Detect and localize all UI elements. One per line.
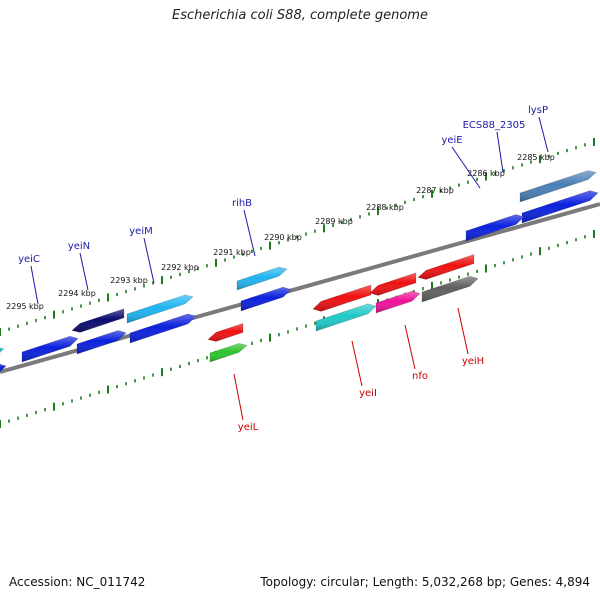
label-lysP: lysP bbox=[528, 105, 549, 153]
scale-label: 2285 kbp bbox=[517, 153, 555, 162]
svg-text:nfo: nfo bbox=[412, 371, 428, 382]
label-nfo: nfo bbox=[404, 324, 428, 382]
scale-label: 2289 kbp bbox=[315, 217, 353, 226]
gene-unlabeled bbox=[421, 275, 479, 303]
scale-label: 2292 kbp bbox=[161, 263, 199, 272]
gene-unlabeled bbox=[0, 362, 7, 374]
label-yeiI: yeiI bbox=[351, 340, 377, 399]
gene-unlabeled bbox=[369, 272, 417, 296]
gene-yeiM bbox=[126, 294, 194, 324]
scale-label: 2288 kbp bbox=[366, 203, 404, 212]
scale-label: 2286 kbp bbox=[467, 169, 505, 178]
svg-text:ECS88_2305: ECS88_2305 bbox=[463, 120, 526, 131]
scale-ticks bbox=[0, 137, 595, 428]
label-yeiL: yeiL bbox=[233, 373, 259, 433]
gene-yeiE bbox=[465, 214, 525, 242]
svg-text:yeiC: yeiC bbox=[18, 254, 40, 265]
scale-label: 2295 kbp bbox=[6, 302, 44, 311]
svg-text:yeiN: yeiN bbox=[68, 241, 90, 252]
gene-features bbox=[0, 170, 599, 374]
gene-unlabeled bbox=[312, 284, 372, 312]
gene-unlabeled bbox=[76, 330, 127, 355]
svg-text:rihB: rihB bbox=[232, 198, 252, 209]
gene-yeiC bbox=[21, 335, 79, 363]
gene-yeiI bbox=[315, 303, 377, 332]
gene-yeiL bbox=[207, 322, 244, 342]
svg-text:yeiI: yeiI bbox=[359, 388, 377, 399]
label-rihB: rihB bbox=[232, 198, 256, 257]
scale-label: 2293 kbp bbox=[110, 276, 148, 285]
gene-unlabeled bbox=[240, 286, 292, 312]
scale-label: 2291 kbp bbox=[213, 248, 251, 257]
scale-label: 2290 kbp bbox=[264, 233, 302, 242]
gene-yeiH bbox=[417, 254, 475, 280]
scale-label: 2287 kbp bbox=[416, 186, 454, 195]
gene-lysP bbox=[519, 170, 597, 203]
gene-unlabeled bbox=[129, 313, 197, 344]
kbp-scale: 2285 kbp 2286 kbp 2287 kbp 2288 kbp 2289 kbp… bbox=[6, 153, 555, 311]
svg-text:yeiE: yeiE bbox=[441, 135, 462, 146]
svg-text:yeiL: yeiL bbox=[238, 422, 259, 433]
label-yeiN: yeiN bbox=[68, 241, 90, 291]
label-yeiC: yeiC bbox=[18, 254, 40, 305]
accession-text: Accession: NC_011742 bbox=[9, 575, 146, 589]
label-yeiE: yeiE bbox=[441, 135, 481, 189]
gene-ECS88_2305 bbox=[521, 190, 599, 224]
label-yeiM: yeiM bbox=[129, 226, 155, 284]
gene-unlabeled bbox=[0, 345, 5, 355]
label-ECS88_2305: ECS88_2305 bbox=[463, 120, 526, 173]
gene-nfo bbox=[375, 290, 421, 314]
svg-text:lysP: lysP bbox=[528, 105, 548, 116]
gene-rihB bbox=[236, 266, 288, 291]
svg-text:yeiH: yeiH bbox=[462, 356, 484, 367]
label-yeiH: yeiH bbox=[457, 307, 484, 367]
gene-unlabeled bbox=[209, 343, 248, 363]
svg-text:yeiM: yeiM bbox=[129, 226, 152, 237]
gene-yeiN bbox=[71, 308, 125, 333]
genome-summary: Topology: circular; Length: 5,032,268 bp… bbox=[260, 575, 590, 589]
map-title: Escherichia coli S88, complete genome bbox=[172, 8, 428, 23]
scale-label: 2294 kbp bbox=[58, 289, 96, 298]
